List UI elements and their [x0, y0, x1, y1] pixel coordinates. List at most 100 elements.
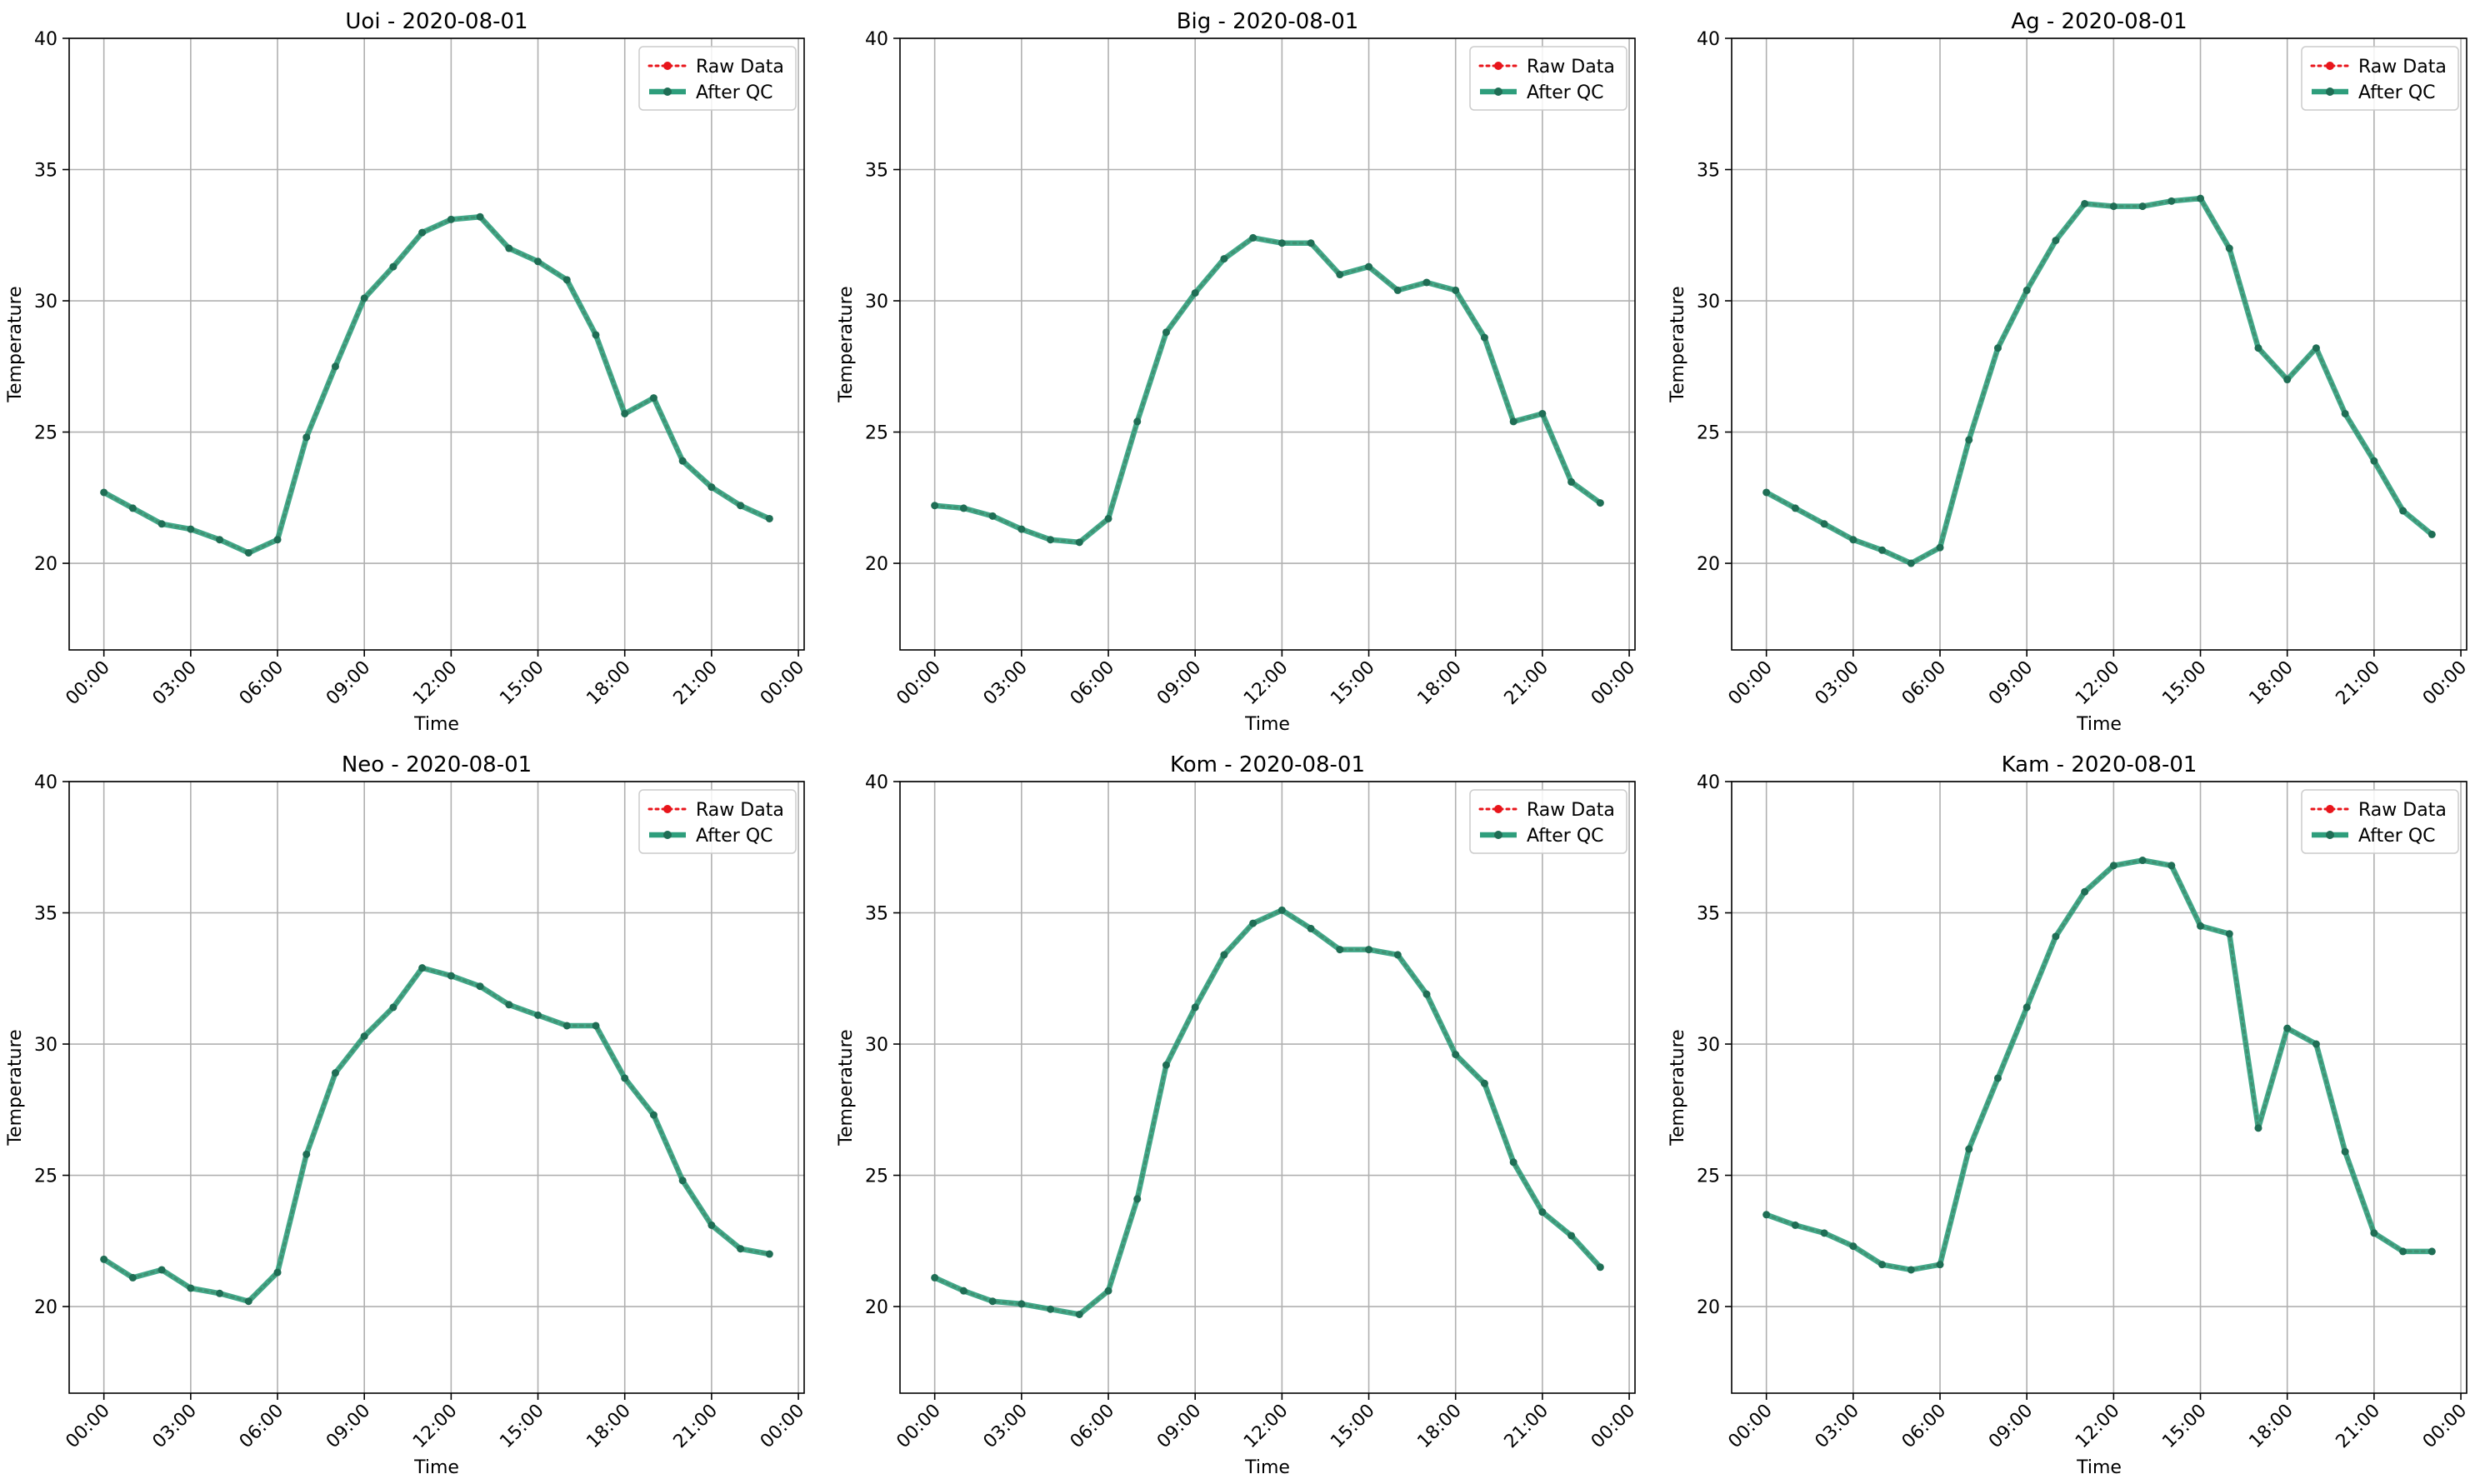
after-qc-point: [2225, 930, 2233, 938]
legend-qc-marker: [663, 87, 672, 96]
after-qc-point: [2254, 1124, 2262, 1132]
y-tick-label: 35: [865, 161, 888, 182]
x-tick-label: 15:00: [1327, 1401, 1379, 1453]
x-tick-label: 18:00: [582, 657, 635, 710]
after-qc-point: [737, 502, 745, 510]
after-qc-point: [128, 1273, 137, 1282]
after-qc-point: [100, 1255, 108, 1263]
x-tick-label: 03:00: [980, 657, 1032, 710]
after-qc-point: [2283, 376, 2292, 384]
after-qc-point: [621, 1074, 629, 1082]
after-qc-point: [476, 212, 484, 221]
x-tick-label: 09:00: [1985, 1401, 2038, 1453]
after-qc-point: [2138, 857, 2147, 865]
x-axis-label: Time: [2076, 1457, 2122, 1478]
legend: Raw Data After QC: [1469, 46, 1628, 111]
x-tick-label: 15:00: [2158, 657, 2211, 710]
after-qc-line: [934, 235, 1602, 546]
after-qc-point: [1568, 1232, 1576, 1240]
y-tick-label: 30: [1697, 1035, 1720, 1056]
y-axis-label: Temperature: [1668, 286, 1688, 402]
after-qc-point: [2341, 409, 2349, 417]
after-qc-point: [1568, 477, 1576, 486]
x-tick-label: 06:00: [1067, 657, 1119, 710]
after-qc-point: [1162, 328, 1170, 337]
y-axis-label: Temperature: [1668, 1029, 1688, 1146]
after-qc-point: [1452, 1051, 1460, 1059]
after-qc-point: [389, 1003, 398, 1012]
x-tick-label: 12:00: [409, 657, 462, 710]
after-qc-point: [931, 1273, 939, 1282]
after-qc-point: [1936, 1261, 1944, 1269]
after-qc-point: [1480, 1079, 1488, 1087]
legend-qc-label: After QC: [2358, 826, 2436, 847]
axes-frame: [1731, 37, 2468, 651]
y-tick-label: 30: [34, 292, 58, 312]
after-qc-point: [2022, 286, 2031, 294]
y-tick-label: 40: [34, 772, 58, 793]
y-tick-label: 25: [1697, 423, 1720, 444]
x-tick-label: 15:00: [496, 1401, 548, 1453]
x-tick-label: 00:00: [1588, 657, 1640, 710]
after-qc-point: [1820, 1229, 1828, 1237]
y-tick-label: 25: [1697, 1167, 1720, 1187]
after-qc-point: [100, 488, 108, 497]
after-qc-point: [2370, 1229, 2378, 1237]
after-qc-point: [2312, 1040, 2320, 1048]
after-qc-point: [1336, 946, 1344, 954]
chart-title: Neo - 2020-08-01: [342, 752, 532, 777]
y-tick-label: 40: [1697, 772, 1720, 793]
after-qc-point: [988, 512, 997, 520]
after-qc-point: [1047, 1305, 1055, 1313]
after-qc-point: [931, 502, 939, 510]
chart-title: Big - 2020-08-01: [1177, 9, 1359, 34]
x-tick-label: 18:00: [1413, 657, 1466, 710]
after-qc-point: [1849, 536, 1858, 544]
after-qc-point: [959, 504, 968, 512]
x-tick-label: 18:00: [2245, 657, 2298, 710]
x-tick-label: 09:00: [1153, 1401, 1206, 1453]
after-qc-point: [1791, 1221, 1799, 1229]
after-qc-point: [1191, 289, 1199, 297]
after-qc-point: [1393, 951, 1402, 959]
after-qc-point: [187, 1284, 195, 1292]
x-tick-label: 00:00: [62, 657, 114, 710]
after-qc-point: [1365, 946, 1373, 954]
after-qc-point: [708, 1221, 716, 1229]
x-tick-label: 00:00: [757, 1401, 809, 1453]
axes-frame: [1731, 781, 2468, 1394]
axes-frame: [68, 37, 805, 651]
x-tick-label: 03:00: [980, 1401, 1032, 1453]
legend-raw-label: Raw Data: [696, 57, 784, 77]
legend: Raw Data After QC: [638, 46, 797, 111]
x-tick-label: 00:00: [1724, 657, 1777, 710]
after-qc-point: [1422, 278, 1431, 287]
y-tick-label: 20: [1697, 554, 1720, 575]
after-qc-point: [708, 483, 716, 492]
chart-panel-6: 20 25 30 35 40 00:00 03:00 06:00 09:00 12:00 15:00…: [1668, 752, 2471, 1478]
after-qc-point: [476, 982, 484, 991]
after-qc-point: [2168, 197, 2176, 205]
after-qc-point: [1936, 543, 1944, 552]
x-tick-label: 18:00: [2245, 1401, 2298, 1453]
after-qc-point: [1249, 233, 1258, 242]
after-qc-point: [2138, 202, 2147, 211]
x-tick-label: 00:00: [62, 1401, 114, 1453]
x-tick-label: 00:00: [1588, 1401, 1640, 1453]
x-tick-label: 00:00: [892, 1401, 945, 1453]
after-qc-point: [2370, 457, 2378, 465]
x-tick-label: 06:00: [236, 657, 288, 710]
after-qc-point: [244, 548, 252, 557]
after-qc-point: [505, 244, 513, 252]
y-axis-label: Temperature: [836, 1029, 857, 1146]
after-qc-point: [959, 1287, 968, 1295]
x-axis-label: Time: [1244, 714, 1290, 735]
after-qc-point: [1133, 417, 1142, 426]
legend-raw-marker: [1494, 62, 1502, 70]
axes-frame: [899, 781, 1636, 1394]
after-qc-point: [2399, 1247, 2408, 1256]
x-axis-label: Time: [413, 1457, 459, 1478]
legend-qc-label: After QC: [696, 82, 773, 103]
legend-raw-marker: [2326, 62, 2334, 70]
